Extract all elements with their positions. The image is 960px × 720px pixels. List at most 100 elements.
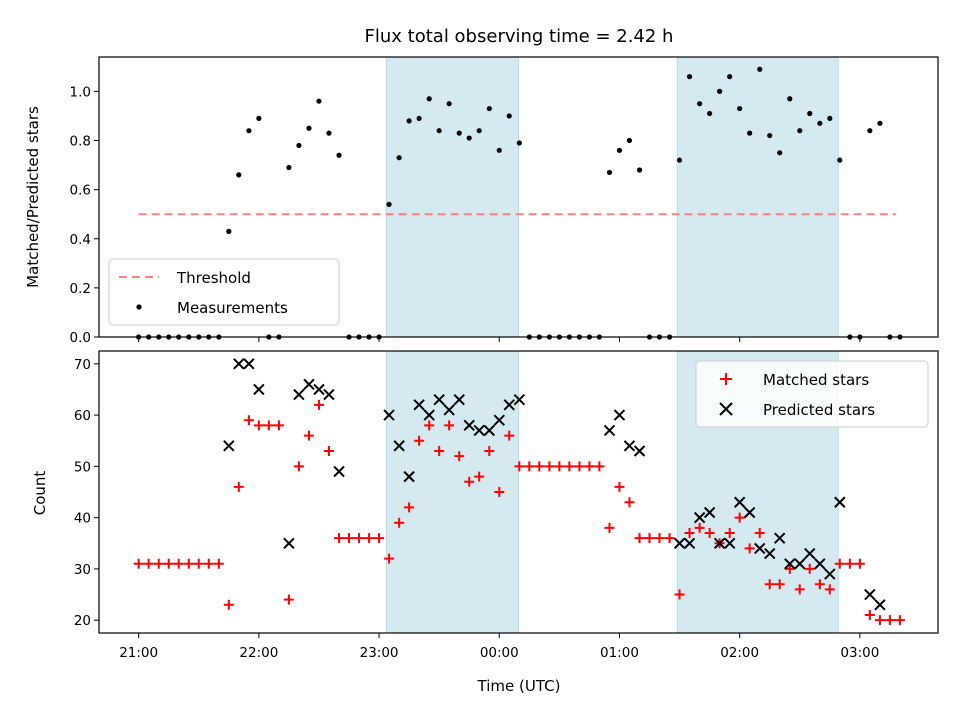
- matched-star-point: [263, 420, 274, 431]
- matched-star-point: [844, 558, 855, 569]
- matched-star-point: [504, 430, 515, 441]
- matched-star-point: [864, 610, 875, 621]
- predicted-star-point: [693, 511, 706, 524]
- legend-bottom: Matched stars Predicted stars: [695, 360, 929, 428]
- matched-star-point: [384, 553, 395, 564]
- x-tick-label: 00:00: [480, 645, 519, 661]
- y-tick-label: 0.6: [70, 183, 91, 199]
- matched-star-point: [394, 517, 405, 528]
- predicted-star-point: [864, 588, 876, 601]
- predicted-star-point: [814, 558, 826, 570]
- matched-star-point: [874, 615, 885, 626]
- predicted-star-point: [403, 470, 415, 483]
- matched-star-point: [293, 461, 304, 472]
- matched-star-point: [313, 399, 324, 410]
- matched-star-point: [534, 461, 545, 472]
- predicted-star-point: [633, 445, 646, 457]
- y-tick-label: 20: [74, 613, 91, 629]
- legend-predicted-label: Predicted stars: [763, 401, 875, 419]
- x-tick-label: 01:00: [600, 645, 639, 661]
- matched-star-point: [233, 481, 244, 492]
- measurement-point: [506, 113, 512, 119]
- legend-predicted-swatch: [719, 402, 733, 416]
- y-tick-label: 0.4: [70, 232, 91, 248]
- measurement-point: [787, 96, 793, 102]
- predicted-star-point: [773, 532, 786, 544]
- matched-star-point: [814, 579, 825, 590]
- measurement-point: [877, 120, 883, 126]
- chart-title: Flux total observing time = 2.42 h: [365, 26, 674, 47]
- measurement-point: [716, 88, 723, 94]
- x-tick-label: 02:00: [720, 645, 759, 661]
- measurement-point: [817, 120, 823, 126]
- predicted-star-point: [473, 424, 485, 437]
- predicted-star-point: [683, 537, 696, 549]
- matched-star-point: [414, 435, 425, 446]
- predicted-star-point: [413, 399, 425, 411]
- matched-star-point: [544, 461, 555, 472]
- predicted-star-point: [323, 388, 335, 401]
- x-tick-label: 21:00: [119, 645, 158, 661]
- matched-star-point: [854, 558, 865, 569]
- matched-star-point: [183, 558, 194, 569]
- predicted-star-point: [603, 424, 616, 437]
- predicted-star-point: [784, 558, 796, 570]
- matched-star-point: [434, 445, 445, 456]
- matched-star-point: [794, 584, 805, 595]
- predicted-star-point: [743, 506, 756, 519]
- matched-star-point: [734, 512, 745, 523]
- y-tick-label: 30: [74, 562, 91, 578]
- predicted-star-point: [513, 394, 526, 406]
- matched-star-point: [444, 420, 455, 431]
- measurement-point: [837, 157, 843, 163]
- measurement-point: [737, 105, 743, 112]
- measurement-point: [406, 118, 412, 124]
- measurement-point: [676, 157, 683, 163]
- y-tick-label: 50: [74, 459, 91, 475]
- predicted-star-point: [623, 440, 636, 452]
- matched-star-point: [334, 533, 345, 544]
- measurement-point: [767, 132, 773, 139]
- measurement-point: [246, 128, 252, 134]
- measurement-point: [226, 228, 232, 234]
- matched-star-point: [474, 471, 485, 482]
- matched-star-point: [524, 461, 535, 472]
- predicted-star-point: [733, 496, 746, 508]
- matched-star-point: [624, 497, 635, 508]
- matched-star-point: [364, 533, 375, 544]
- matched-star-point: [193, 558, 204, 569]
- predicted-star-point: [723, 537, 736, 549]
- matched-star-point: [143, 558, 154, 569]
- top-y-axis-label: Matched/Predicted stars: [24, 106, 42, 288]
- matched-star-point: [764, 579, 775, 590]
- predicted-star-point: [453, 394, 465, 406]
- predicted-star-point: [754, 542, 766, 555]
- matched-star-point: [784, 563, 795, 574]
- measurement-point: [326, 130, 332, 136]
- matched-star-point: [754, 528, 765, 539]
- predicted-star-point: [463, 419, 475, 432]
- predicted-star-point: [443, 404, 455, 416]
- measurement-point: [296, 142, 302, 149]
- predicted-star-point: [764, 547, 776, 560]
- matched-star-point: [884, 615, 895, 626]
- legend-box: [108, 258, 340, 326]
- predicted-star-point: [703, 506, 716, 519]
- matched-star-point: [303, 430, 314, 441]
- predicted-star-point: [393, 440, 405, 452]
- x-tick-label: 03:00: [840, 645, 879, 661]
- matched-star-point: [213, 558, 224, 569]
- matched-star-point: [253, 420, 264, 431]
- measurement-point: [797, 128, 803, 134]
- predicted-star-point: [423, 409, 435, 421]
- predicted-star-point: [293, 388, 305, 401]
- predicted-star-point: [223, 440, 235, 452]
- measurement-point: [606, 169, 613, 176]
- matched-star-point: [604, 522, 615, 533]
- predicted-star-point: [243, 358, 255, 370]
- measurement-point: [256, 115, 262, 122]
- matched-star-point: [894, 615, 905, 626]
- y-tick-label: 0.8: [70, 134, 91, 150]
- plot-frame: [98, 56, 939, 338]
